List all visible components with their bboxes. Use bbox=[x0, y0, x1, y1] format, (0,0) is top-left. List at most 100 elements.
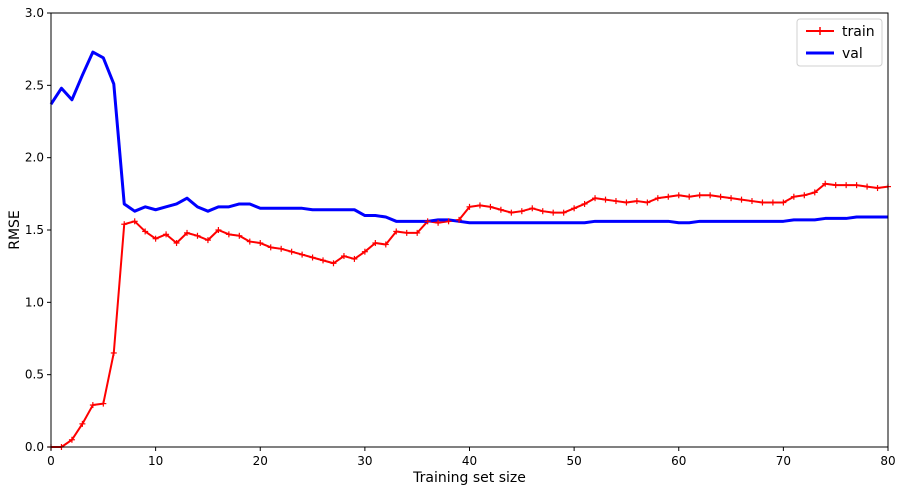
data-point-train bbox=[215, 227, 222, 233]
data-point-train bbox=[623, 199, 630, 206]
data-point-train bbox=[225, 231, 232, 238]
data-point-train bbox=[403, 229, 410, 236]
data-point-train bbox=[843, 182, 850, 189]
y-tick-label: 1.0 bbox=[25, 295, 44, 309]
x-tick-label: 80 bbox=[880, 454, 895, 468]
data-point-train bbox=[121, 221, 128, 228]
data-point-train bbox=[278, 245, 285, 252]
data-point-train bbox=[560, 209, 567, 216]
data-point-train bbox=[100, 400, 107, 407]
x-tick-label: 40 bbox=[462, 454, 477, 468]
data-point-train bbox=[728, 195, 735, 202]
data-point-train bbox=[194, 232, 201, 239]
data-point-train bbox=[602, 196, 609, 203]
data-point-train bbox=[351, 255, 358, 262]
data-point-train bbox=[288, 248, 295, 255]
data-point-train bbox=[173, 240, 180, 247]
data-point-train bbox=[853, 182, 860, 189]
data-point-train bbox=[414, 229, 421, 236]
plot-frame bbox=[50, 12, 889, 448]
data-point-train bbox=[665, 193, 672, 200]
data-point-train bbox=[497, 206, 504, 213]
data-point-train bbox=[529, 205, 536, 212]
data-point-train bbox=[654, 195, 661, 202]
data-point-train bbox=[696, 192, 703, 199]
data-point-train bbox=[110, 349, 117, 356]
data-point-train bbox=[330, 260, 337, 267]
data-point-train bbox=[236, 232, 243, 239]
y-tick-label: 0.5 bbox=[25, 368, 44, 382]
data-point-train bbox=[204, 237, 211, 244]
y-tick-label: 2.5 bbox=[25, 78, 44, 92]
x-tick-label: 0 bbox=[47, 454, 55, 468]
legend-label-train: train bbox=[842, 24, 875, 40]
x-axis-ticks: 0 10 20 30 40 50 60 70 80 bbox=[47, 447, 896, 468]
data-point-train bbox=[581, 200, 588, 207]
data-point-train bbox=[633, 198, 640, 205]
data-point-train bbox=[435, 219, 442, 226]
data-point-train bbox=[142, 228, 149, 235]
data-point-train bbox=[539, 208, 546, 215]
data-point-train bbox=[68, 436, 75, 443]
data-point-train bbox=[707, 192, 714, 199]
y-tick-label: 2.0 bbox=[25, 151, 44, 165]
data-point-train bbox=[361, 248, 368, 255]
data-point-train bbox=[456, 216, 463, 223]
data-point-train bbox=[257, 240, 264, 247]
data-point-train bbox=[79, 420, 86, 427]
y-tick-label: 3.0 bbox=[25, 6, 44, 20]
data-point-train bbox=[309, 254, 316, 261]
data-point-train bbox=[518, 208, 525, 215]
data-point-train bbox=[466, 203, 473, 210]
data-point-train bbox=[424, 218, 431, 225]
x-tick-label: 20 bbox=[253, 454, 268, 468]
data-point-train bbox=[801, 192, 808, 199]
data-point-train bbox=[382, 241, 389, 248]
data-point-train bbox=[874, 185, 881, 192]
y-tick-label: 0.0 bbox=[25, 440, 44, 454]
legend-entry-val: val bbox=[806, 46, 863, 62]
data-point-train bbox=[780, 199, 787, 206]
data-point-train bbox=[393, 228, 400, 235]
x-axis-title: Training set size bbox=[412, 470, 526, 486]
legend-label-val: val bbox=[842, 46, 863, 62]
data-point-train bbox=[644, 199, 651, 206]
series-markers bbox=[48, 180, 891, 450]
x-tick-label: 70 bbox=[776, 454, 791, 468]
data-point-train bbox=[748, 198, 755, 205]
data-point-train bbox=[769, 199, 776, 206]
data-point-train bbox=[508, 209, 515, 216]
y-axis-title: RMSE bbox=[7, 210, 23, 250]
x-tick-label: 60 bbox=[671, 454, 686, 468]
data-point-train bbox=[184, 229, 191, 236]
series-lines bbox=[49, 50, 889, 448]
data-point-train bbox=[571, 205, 578, 212]
data-point-train bbox=[163, 231, 170, 238]
data-point-train bbox=[717, 193, 724, 200]
data-point-train bbox=[267, 244, 274, 251]
legend-entry-train: train bbox=[806, 24, 875, 40]
x-tick-label: 10 bbox=[148, 454, 163, 468]
y-axis-ticks: 0.0 0.5 1.0 1.5 2.0 2.5 3.0 bbox=[25, 6, 51, 454]
data-point-train bbox=[340, 253, 347, 260]
y-tick-label: 1.5 bbox=[25, 223, 44, 237]
data-point-train bbox=[152, 235, 159, 242]
data-point-train bbox=[476, 202, 483, 209]
data-point-train bbox=[372, 240, 379, 247]
data-point-train bbox=[790, 193, 797, 200]
data-point-train bbox=[246, 238, 253, 245]
data-point-train bbox=[686, 193, 693, 200]
data-point-train bbox=[320, 257, 327, 264]
data-point-train bbox=[612, 198, 619, 205]
data-point-train bbox=[759, 199, 766, 206]
data-point-train bbox=[811, 189, 818, 196]
data-point-train bbox=[445, 218, 452, 225]
data-point-train bbox=[592, 195, 599, 202]
series-line-val bbox=[49, 50, 888, 225]
data-point-train bbox=[299, 251, 306, 258]
data-point-train bbox=[822, 180, 829, 187]
data-point-train bbox=[675, 192, 682, 199]
data-point-train bbox=[864, 183, 871, 190]
data-point-train bbox=[550, 209, 557, 216]
